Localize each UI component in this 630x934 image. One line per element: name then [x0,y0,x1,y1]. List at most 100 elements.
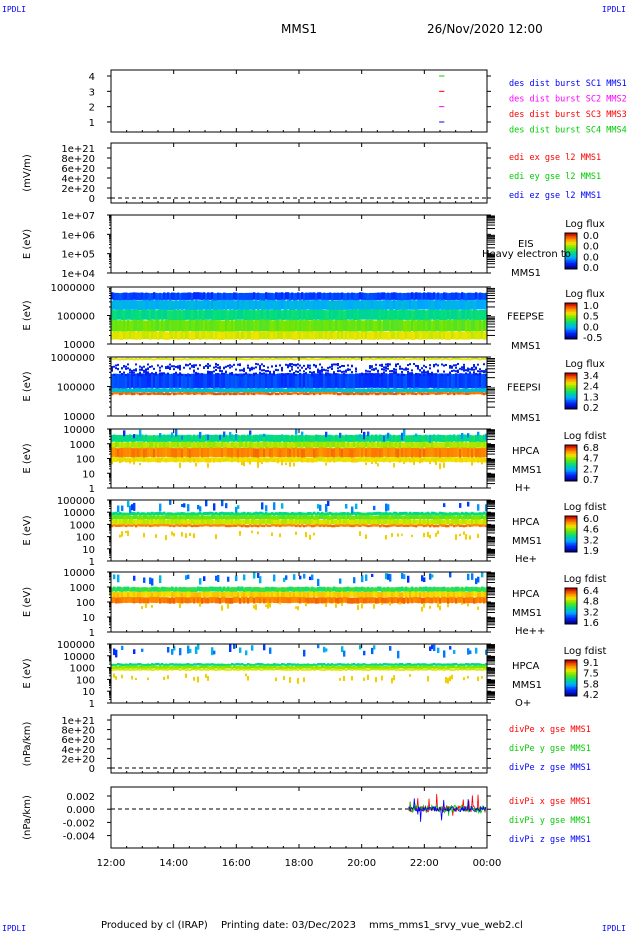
spectro-cell-hpca-hepp [211,591,214,598]
spectro-cell-hpca-h [269,448,272,458]
spectro-cell-feepsi [297,373,300,389]
spectro-cell-feepse [421,293,424,301]
spectro-cell-feepsi [253,372,255,375]
spectro-cell-hpca-hepp [301,586,304,592]
spectro-cell-hpca-h [299,447,302,458]
spectro-cell-feepsi [333,373,336,389]
spectro-cell-feepsi [451,370,453,373]
spectro-cell-hpca-he [169,500,172,505]
spectro-cell-feepse [319,331,322,340]
spectro-cell-feepse [155,331,158,340]
spectro-cell-feepsi [155,373,157,376]
spectro-cell-hpca-he [339,512,342,516]
spectro-cell-hpca-he [307,515,310,520]
spectro-cell-feepse [191,293,194,301]
spectro-cell-feepsi [471,388,474,393]
spectro-cell-hpca-h [173,441,176,448]
spectro-cell-hpca-h [207,457,210,463]
spectro-cell-feepse [453,331,456,340]
colorbar-cell-hpca-h [565,470,577,473]
spectro-cell-feepse [221,320,224,332]
spectro-cell-feepsi [395,388,398,393]
spectro-cell-feepsi [429,367,431,370]
spectro-cell-feepsi [181,373,183,376]
spectro-cell-hpca-he [355,515,358,520]
spectro-cell-feepsi [477,373,480,389]
spectro-cell-hpca-h [235,433,238,440]
spectro-cell-feepsi [111,374,114,389]
spectro-cell-hpca-he [123,519,126,525]
spectro-cell-feepsi [193,364,195,367]
spectro-cell-hpca-hepp [309,597,312,604]
spectro-cell-hpca-he [461,524,464,528]
spectro-cell-hpca-he [297,515,300,520]
spectro-cell-feepsi [219,388,222,393]
spectro-cell-feepse [187,309,190,320]
spectro-cell-hpca-h [221,457,224,462]
spectro-cell-hpca-h [349,448,352,458]
spectro-cell-hpca-hepp [129,596,132,603]
spectro-cell-feepse [485,309,488,321]
spectro-cell-hpca-hepp [199,602,201,607]
spectro-cell-feepsi [351,373,354,389]
spectro-cell-feepse [179,299,182,310]
spectro-cell-feepsi [423,371,425,374]
spectro-cell-feepse [471,330,474,339]
spectro-cell-hpca-he [373,515,376,521]
colorbar-title-hpca-he: Log fdist [564,502,607,513]
spectro-cell-hpca-he [317,519,320,525]
spectro-cell-hpca-he [171,531,173,536]
y-axis-label-hpca-h: E (eV) [22,443,33,473]
spectro-cell-feepse [467,300,470,310]
spectro-cell-hpca-hepp [171,586,174,592]
spectro-cell-feepsi [411,374,413,377]
spectro-cell-feepse [145,320,148,332]
spectro-cell-hpca-h [303,441,306,448]
spectro-cell-feepse [429,309,432,320]
spectro-cell-feepsi [371,388,374,393]
spectro-cell-feepsi [353,373,356,389]
spectro-cell-hpca-h [349,457,352,462]
spectro-cell-hpca-h [171,432,174,438]
spectro-cell-feepsi [131,373,134,388]
spectro-cell-feepsi [451,374,454,389]
spectro-cell-hpca-h [157,457,160,463]
spectro-cell-hpca-h [191,447,194,458]
spectro-cell-feepsi [259,364,261,367]
spectro-cell-hpca-he [159,523,162,527]
spectro-cell-feepse [287,320,290,332]
spectro-cell-hpca-h [259,434,262,442]
spectro-cell-hpca-h [217,442,220,449]
colorbar-frame-hpca-h [564,444,578,482]
spectro-cell-feepsi [297,387,300,392]
spectro-cell-feepsi [311,371,313,374]
spectro-cell-hpca-h [123,447,126,458]
spectro-cell-feepse [451,320,454,332]
spectro-cell-hpca-he [423,512,426,516]
spectro-cell-feepse [289,300,292,311]
spectro-cell-feepse [391,309,394,321]
spectro-cell-hpca-hepp [119,586,122,592]
spectro-cell-feepsi [203,392,206,395]
spectro-cell-hpca-he [113,519,116,525]
spectro-cell-feepsi [347,368,349,371]
spectro-cell-hpca-h [183,457,186,463]
spectro-cell-hpca-he [435,515,438,520]
spectro-cell-hpca-he [445,524,448,528]
spectro-cell-feepse [383,309,386,321]
spectro-cell-feepse [207,309,210,320]
spectro-cell-hpca-he [115,514,118,520]
spectro-cell-hpca-h [211,447,214,457]
spectro-cell-hpca-he [125,524,128,528]
spectro-cell-hpca-h [445,441,448,448]
spectro-cell-hpca-hepp [223,586,226,592]
spectro-cell-hpca-h [143,458,145,462]
spectro-cell-feepsi [375,363,377,366]
spectro-cell-feepsi [393,371,395,374]
spectro-cell-feepsi [295,374,297,377]
spectro-cell-feepse [283,331,286,340]
spectro-cell-hpca-he [341,515,344,520]
spectro-cell-hpca-h [405,442,408,449]
y-tick-label-hpca-h: 10000 [63,425,95,436]
spectro-cell-feepse [233,292,236,300]
